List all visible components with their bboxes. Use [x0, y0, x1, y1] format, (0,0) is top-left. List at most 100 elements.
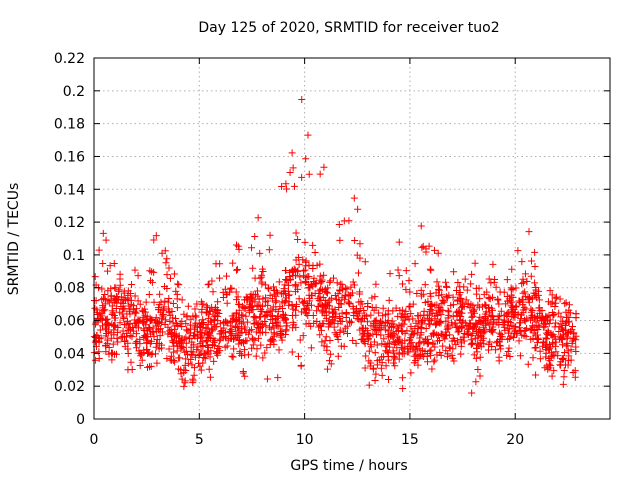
data-point: [169, 299, 177, 307]
data-point: [258, 308, 266, 316]
data-point: [372, 370, 380, 378]
data-point: [240, 338, 248, 346]
data-point: [559, 317, 567, 325]
data-point: [258, 280, 266, 288]
data-point: [441, 331, 449, 339]
data-point: [210, 342, 218, 350]
grid: [94, 58, 610, 419]
data-point: [195, 352, 203, 360]
data-point: [360, 307, 368, 315]
data-point: [428, 365, 436, 373]
data-point: [401, 337, 409, 345]
data-point: [259, 354, 267, 362]
data-point: [184, 302, 192, 310]
data-point: [323, 288, 331, 296]
data-point: [162, 316, 170, 324]
data-point: [365, 381, 373, 389]
data-point: [175, 281, 183, 289]
data-point: [134, 272, 142, 280]
data-point: [124, 366, 132, 374]
data-point: [318, 307, 326, 315]
data-point: [138, 356, 146, 364]
data-point: [249, 264, 257, 272]
data-point: [449, 312, 457, 320]
data-point: [154, 326, 162, 334]
data-point: [315, 323, 323, 331]
data-point: [322, 315, 330, 323]
data-point: [360, 337, 368, 345]
data-point: [236, 329, 244, 337]
data-point: [399, 374, 407, 382]
data-point: [136, 362, 144, 370]
data-point: [562, 342, 570, 350]
data-point: [223, 299, 231, 307]
data-point: [282, 180, 290, 188]
data-point: [173, 295, 181, 303]
data-point: [408, 339, 416, 347]
data-point: [353, 305, 361, 313]
data-point: [400, 310, 408, 318]
data-point: [548, 298, 556, 306]
data-point: [297, 279, 305, 287]
data-point: [196, 350, 204, 358]
data-point: [139, 319, 147, 327]
data-point: [111, 322, 119, 330]
data-point: [216, 337, 224, 345]
data-point: [376, 325, 384, 333]
data-point: [412, 342, 420, 350]
data-point: [250, 320, 258, 328]
data-point: [556, 295, 564, 303]
data-point: [572, 343, 580, 351]
data-point: [512, 330, 520, 338]
data-point: [563, 318, 571, 326]
data-point: [132, 339, 140, 347]
data-point: [310, 319, 318, 327]
data-point: [267, 337, 275, 345]
data-point: [193, 300, 201, 308]
data-point: [551, 302, 559, 310]
data-point: [511, 308, 519, 316]
data-point: [371, 377, 379, 385]
y-tick-label: 0.2: [63, 84, 85, 100]
data-point: [532, 318, 540, 326]
data-point: [318, 276, 326, 284]
data-point: [302, 304, 310, 312]
data-point: [567, 346, 575, 354]
data-point: [363, 327, 371, 335]
data-point: [209, 288, 217, 296]
data-point: [485, 346, 493, 354]
data-point: [245, 308, 253, 316]
data-point: [352, 339, 360, 347]
data-point: [412, 357, 420, 365]
data-point: [336, 236, 344, 244]
data-point: [246, 327, 254, 335]
data-point: [164, 330, 172, 338]
data-point: [104, 267, 112, 275]
data-point: [384, 310, 392, 318]
data-point: [539, 342, 547, 350]
data-point: [375, 309, 383, 317]
data-point: [515, 337, 523, 345]
data-point: [235, 340, 243, 348]
data-point: [411, 260, 419, 268]
data-point: [450, 268, 458, 276]
data-point: [331, 291, 339, 299]
data-point: [238, 325, 246, 333]
data-point: [127, 358, 135, 366]
data-point: [536, 347, 544, 355]
data-point: [377, 331, 385, 339]
data-point: [367, 359, 375, 367]
data-point: [523, 324, 531, 332]
data-point: [120, 315, 128, 323]
data-point: [216, 320, 224, 328]
x-tick-label: 5: [195, 432, 204, 448]
data-point: [298, 173, 306, 181]
data-point: [101, 306, 109, 314]
data-point: [361, 364, 369, 372]
data-point: [523, 277, 531, 285]
data-point: [248, 244, 256, 252]
data-point: [148, 278, 156, 286]
data-point: [503, 293, 511, 301]
data-point: [347, 283, 355, 291]
data-point: [377, 317, 385, 325]
